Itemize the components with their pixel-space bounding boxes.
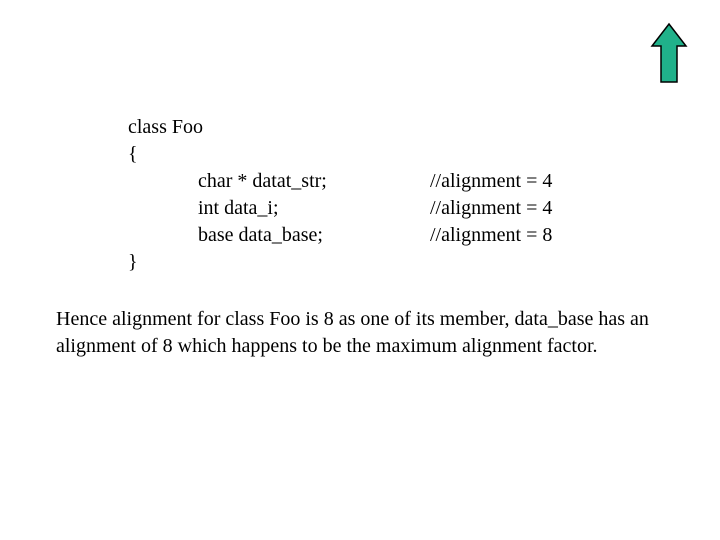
code-declaration: char * datat_str; (198, 168, 430, 195)
code-comment: //alignment = 8 (430, 222, 552, 249)
code-declaration: int data_i; (198, 195, 430, 222)
code-comment: //alignment = 4 (430, 168, 552, 195)
explanation-paragraph: Hence alignment for class Foo is 8 as on… (56, 306, 664, 360)
code-line: } (128, 249, 138, 276)
code-block: class Foo { char * datat_str; //alignmen… (128, 114, 552, 276)
up-arrow-icon (650, 22, 688, 90)
code-line: { (128, 141, 138, 168)
code-declaration: base data_base; (198, 222, 430, 249)
code-line: class Foo (128, 114, 203, 141)
code-comment: //alignment = 4 (430, 195, 552, 222)
